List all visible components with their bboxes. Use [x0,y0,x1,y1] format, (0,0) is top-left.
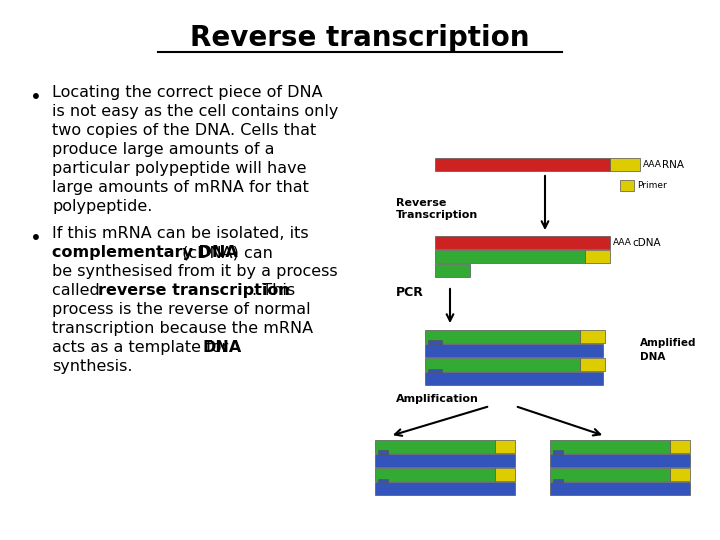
Bar [670,468,690,481]
Text: polypeptide.: polypeptide. [52,199,153,214]
Bar [375,482,515,495]
Text: •: • [30,88,42,107]
Bar [553,479,563,490]
Text: called: called [52,283,105,298]
Bar [495,468,515,481]
Bar [425,330,580,343]
Text: RNA: RNA [662,159,684,170]
Bar [378,479,388,490]
Bar [425,344,603,357]
Bar [435,264,470,277]
Text: complementary DNA: complementary DNA [52,245,238,260]
Bar [580,358,605,371]
Text: Reverse
Transcription: Reverse Transcription [396,198,478,220]
Text: reverse transcription: reverse transcription [98,283,289,298]
Bar [375,468,495,481]
Text: process is the reverse of normal: process is the reverse of normal [52,302,310,317]
Text: two copies of the DNA. Cells that: two copies of the DNA. Cells that [52,123,316,138]
Bar [585,250,610,263]
Text: transcription because the mRNA: transcription because the mRNA [52,321,313,336]
Text: particular polypeptide will have: particular polypeptide will have [52,161,307,176]
Text: synthesis.: synthesis. [52,359,132,374]
Bar [428,340,442,351]
Text: . This: . This [252,283,295,298]
Text: acts as a template for: acts as a template for [52,340,233,355]
Bar [550,454,690,467]
Text: If this mRNA can be isolated, its: If this mRNA can be isolated, its [52,226,309,241]
Text: Primer: Primer [637,180,667,190]
Text: Amplified: Amplified [640,338,696,348]
Bar [435,250,585,263]
Bar [495,440,515,453]
Text: Amplification: Amplification [396,394,479,404]
Text: Locating the correct piece of DNA: Locating the correct piece of DNA [52,85,323,100]
Text: Reverse transcription: Reverse transcription [190,24,530,52]
Bar [435,158,610,171]
Bar [378,450,388,461]
Bar [425,372,603,385]
Bar [553,450,563,461]
Bar [435,236,610,249]
Text: (cDNA) can: (cDNA) can [177,245,273,260]
Text: is not easy as the cell contains only: is not easy as the cell contains only [52,104,338,119]
Text: large amounts of mRNA for that: large amounts of mRNA for that [52,180,309,195]
Text: •: • [30,229,42,248]
Bar [550,468,670,481]
Bar [550,440,670,453]
Text: cDNA: cDNA [632,238,661,247]
Bar [375,454,515,467]
Bar [425,358,580,371]
Text: DNA: DNA [640,352,665,362]
Bar [670,440,690,453]
Text: be synthesised from it by a process: be synthesised from it by a process [52,264,338,279]
Bar [375,440,495,453]
Text: AAA: AAA [613,238,632,247]
Bar [428,369,442,380]
Bar [610,158,640,171]
Text: DNA: DNA [202,340,242,355]
Bar [550,482,690,495]
Text: PCR: PCR [396,286,424,299]
Bar [620,180,634,191]
Text: produce large amounts of a: produce large amounts of a [52,142,274,157]
Bar [580,330,605,343]
Text: AAA: AAA [643,160,662,169]
